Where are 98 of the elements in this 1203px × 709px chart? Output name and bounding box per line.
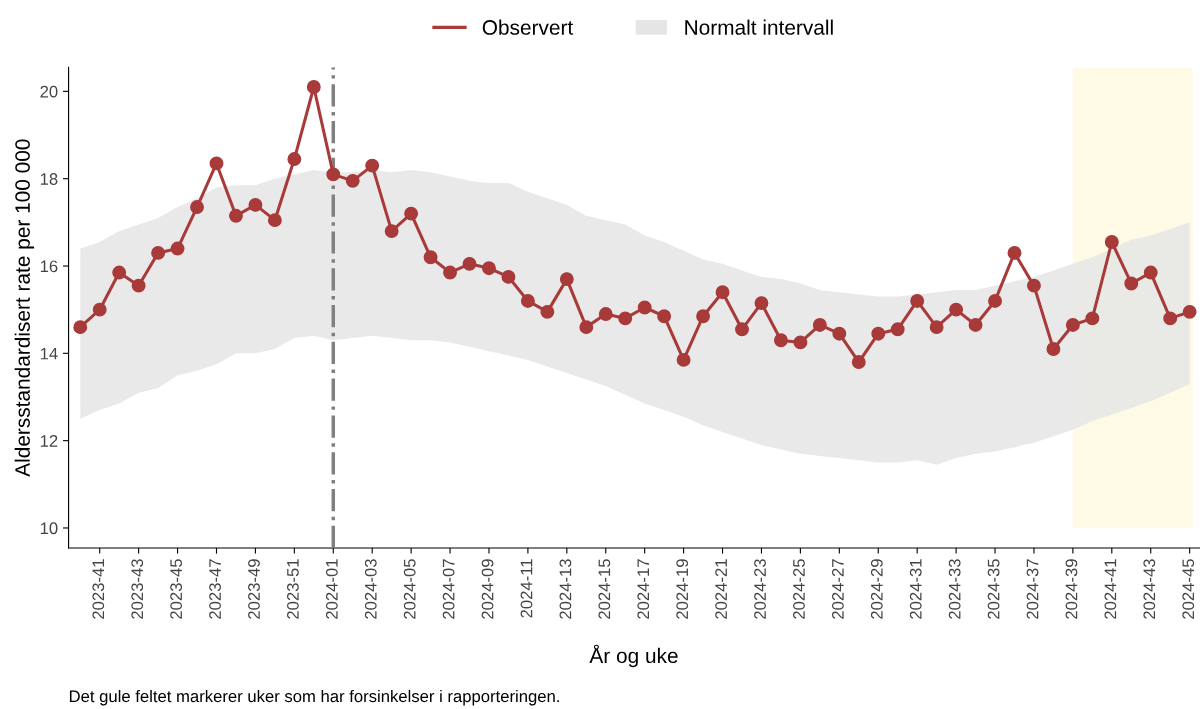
point [598,307,613,321]
x-tick-label: 2024-43 [1143,559,1156,619]
point [462,256,477,271]
point [657,309,672,324]
point [170,241,185,256]
point [988,293,1002,308]
x-tick-label: 2024-09 [481,559,494,619]
x-tick-label: 2024-29 [870,559,883,619]
point [735,322,749,337]
x-tick-label: 2024-21 [715,559,728,619]
point [229,208,243,223]
point [676,352,691,367]
x-tick-label: 2024-33 [948,559,961,619]
x-axis-title: År og uke [589,644,678,668]
point [423,250,438,265]
y-tick-label: 18 [40,173,58,185]
y-axis-title: Aldersstandardisert rate per 100 000 [14,139,35,477]
point [209,156,224,171]
x-tick-label: 2024-35 [987,559,1000,619]
point [73,320,88,335]
point [345,173,360,188]
point [754,296,769,311]
x-tick-label: 2024-11 [520,559,533,618]
x-tick-label: 2024-15 [598,559,611,619]
point [384,224,399,239]
point [190,200,204,215]
point [131,278,146,293]
point [832,326,847,341]
point [1104,235,1119,249]
y-tick-label: 10 [40,522,58,535]
x-tick-label: 2024-19 [676,559,689,619]
x-tick-label: 2024-27 [831,559,844,619]
point [92,302,107,317]
point [443,265,457,280]
point [579,320,594,335]
point [1027,278,1041,293]
point [910,293,925,308]
x-tick-label: 2024-05 [403,559,416,619]
point [929,320,944,335]
point [501,269,516,284]
point [482,261,496,276]
x-tick-label: 2023-49 [248,559,260,619]
point [696,309,711,324]
legend-label: Normalt intervall [685,19,833,35]
y-tick-label: 20 [40,85,58,98]
point [248,197,263,212]
point [267,213,282,228]
text: Det gule feltet markerer uker som har forsinkelser i rapporteringen. [69,689,559,706]
x-tick-label: 2024-39 [1065,559,1078,619]
point [637,300,652,315]
point [1085,311,1100,326]
x-tick-label: 2023-45 [170,559,183,619]
x-tick-label: 2024-13 [559,559,572,619]
point [520,293,535,308]
point [1124,276,1139,291]
legend-label: Observert [482,19,574,35]
x-tick-label: 2023-43 [131,559,144,619]
x-tick-label: 2023-41 [92,559,105,619]
point [1065,318,1080,332]
x-tick-label: 2024-07 [442,559,455,619]
point [1163,311,1178,326]
point [851,355,866,370]
point [540,304,555,319]
point [871,326,886,341]
x-tick-label: 2023-47 [209,559,221,619]
point [404,206,419,221]
point [559,272,574,287]
point [1143,265,1158,280]
point [949,302,964,317]
point [793,335,808,350]
point [812,318,827,332]
x-tick-label: 2024-37 [1026,559,1039,619]
point [1046,342,1061,356]
point [618,311,633,326]
y-tick-label: 14 [40,347,58,360]
x-tick-label: 2024-45 [1182,559,1195,619]
y-tick-label: 16 [40,260,58,273]
x-tick-label: 2024-31 [909,559,922,619]
point [890,322,905,337]
point [112,265,127,280]
x-tick-label: 2024-01 [325,559,338,619]
point [365,158,380,173]
x-tick-label: 2023-51 [287,559,299,619]
x-tick-label: 2024-03 [364,559,377,619]
point [1007,245,1022,260]
point [151,245,166,260]
point [968,318,983,332]
y-tick-label: 12 [40,435,58,447]
point [326,167,341,182]
point [306,80,321,94]
point [287,152,302,166]
x-tick-label: 2024-17 [637,559,650,619]
point [1182,304,1197,319]
x-tick-label: 2024-25 [793,559,805,619]
point [715,285,730,300]
x-tick-label: 2024-23 [754,559,766,619]
point [773,333,788,348]
x-tick-label: 2024-41 [1104,559,1117,619]
